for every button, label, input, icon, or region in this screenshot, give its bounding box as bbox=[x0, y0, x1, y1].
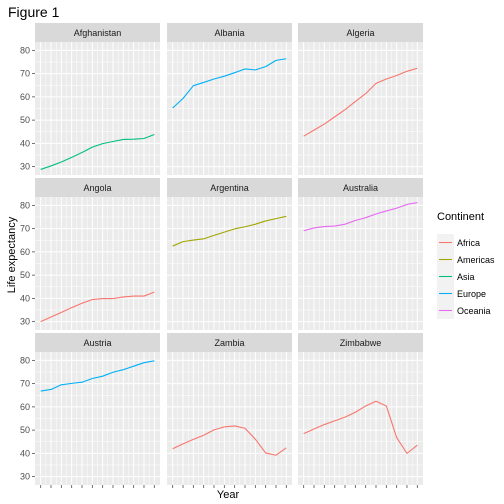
series-line bbox=[172, 425, 287, 456]
facet-panels: Afghanistan 30 40 50 60 70 80 Albania Algeria Ang… bbox=[20, 23, 423, 488]
facet-panel: Afghanistan 30 40 50 60 70 80 bbox=[20, 23, 160, 175]
y-tick-label: 80 bbox=[20, 45, 30, 55]
facet-label: Afghanistan bbox=[74, 28, 122, 38]
facet-strip bbox=[35, 23, 160, 42]
y-tick-label: 40 bbox=[20, 448, 30, 458]
facet-label: Zambia bbox=[214, 338, 244, 348]
facet-panel: Australia bbox=[298, 178, 423, 330]
y-tick-label: 60 bbox=[20, 92, 30, 102]
series-line bbox=[40, 134, 155, 170]
y-tick-label: 70 bbox=[20, 379, 30, 389]
facet-strip bbox=[298, 178, 423, 197]
facet-label: Argentina bbox=[210, 183, 249, 193]
facet-panel: Austria 30 40 50 60 70 80 bbox=[20, 333, 160, 488]
y-tick-label: 40 bbox=[20, 293, 30, 303]
y-tick-label: 60 bbox=[20, 247, 30, 257]
facet-strip bbox=[167, 23, 292, 42]
legend-label: Oceania bbox=[457, 306, 491, 316]
legend-label: Americas bbox=[457, 255, 495, 265]
y-axis-title: Life expectancy bbox=[6, 216, 18, 293]
facet-strip bbox=[167, 333, 292, 352]
y-tick-label: 40 bbox=[20, 138, 30, 148]
figure-title: Figure 1 bbox=[8, 4, 60, 20]
facet-panel: Argentina bbox=[167, 178, 292, 330]
facet-label: Angola bbox=[83, 183, 111, 193]
facet-panel: Zambia bbox=[167, 333, 292, 488]
series-line bbox=[303, 400, 418, 454]
x-axis-title: Year bbox=[217, 489, 240, 501]
y-tick-label: 70 bbox=[20, 224, 30, 234]
y-tick-label: 70 bbox=[20, 69, 30, 79]
y-tick-label: 50 bbox=[20, 115, 30, 125]
series-line bbox=[40, 360, 155, 392]
series-line bbox=[172, 215, 287, 247]
facet-panel: Algeria bbox=[298, 23, 423, 175]
facet-label: Albania bbox=[214, 28, 244, 38]
facet-strip bbox=[35, 178, 160, 197]
legend-item: Europe bbox=[437, 285, 486, 302]
facet-label: Austria bbox=[83, 338, 111, 348]
legend-title: Continent bbox=[437, 211, 484, 223]
y-tick-label: 60 bbox=[20, 402, 30, 412]
legend-item: Oceania bbox=[437, 302, 491, 319]
series-line bbox=[40, 291, 155, 323]
y-tick-label: 50 bbox=[20, 425, 30, 435]
series-line bbox=[303, 202, 418, 232]
y-tick-label: 80 bbox=[20, 355, 30, 365]
facet-label: Australia bbox=[343, 183, 378, 193]
facet-strip bbox=[35, 333, 160, 352]
facet-label: Algeria bbox=[346, 28, 374, 38]
y-tick-label: 30 bbox=[20, 162, 30, 172]
legend-label: Europe bbox=[457, 289, 486, 299]
facet-panel: Albania bbox=[167, 23, 292, 175]
facet-strip bbox=[298, 23, 423, 42]
y-tick-label: 30 bbox=[20, 472, 30, 482]
legend-label: Africa bbox=[457, 238, 480, 248]
y-tick-label: 30 bbox=[20, 317, 30, 327]
facet-panel: Angola 30 40 50 60 70 80 bbox=[20, 178, 160, 330]
legend-item: Africa bbox=[437, 234, 480, 251]
facet-strip bbox=[167, 178, 292, 197]
series-line bbox=[172, 58, 287, 109]
facet-strip bbox=[298, 333, 423, 352]
legend-item: Americas bbox=[437, 251, 495, 268]
facet-panel: Zimbabwe bbox=[298, 333, 423, 488]
facet-label: Zimbabwe bbox=[340, 338, 382, 348]
legend-item: Asia bbox=[437, 268, 475, 285]
series-line bbox=[303, 67, 418, 137]
y-tick-label: 80 bbox=[20, 200, 30, 210]
legend-label: Asia bbox=[457, 272, 475, 282]
legend: Continent Africa Americas Asia Europe Oceani… bbox=[437, 211, 495, 319]
y-tick-label: 50 bbox=[20, 270, 30, 280]
